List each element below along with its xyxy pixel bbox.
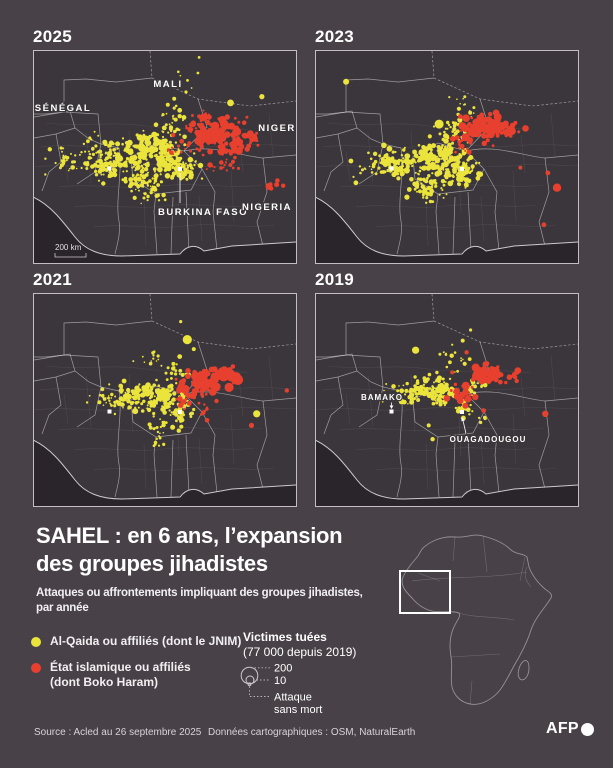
coastline — [34, 439, 296, 500]
legend-label: Al-Qaida ou affiliés (dont le JNIM) — [50, 634, 242, 648]
scale-bar — [54, 253, 87, 258]
year-label-2025: 2025 — [33, 27, 73, 46]
size-legend-title: Victimes tuées — [243, 630, 327, 644]
legend-label-line2: (dont Boko Haram) — [50, 675, 158, 689]
capital-city-marker — [178, 167, 182, 171]
yellow-attack-dots-layer — [343, 78, 484, 204]
map-panel-2023 — [315, 50, 579, 264]
red-attack-dots-layer — [166, 109, 286, 191]
capital-city-marker — [389, 409, 394, 414]
subtitle-line-2: par année — [36, 602, 89, 614]
size-legend-subtitle: (77 000 depuis 2019) — [243, 645, 357, 659]
size-circle-200 — [240, 666, 259, 685]
capital-city-marker — [460, 167, 464, 171]
afp-logo-text: AFP — [546, 720, 579, 737]
capital-city-marker — [107, 166, 112, 171]
capital-city-marker — [389, 166, 394, 171]
size-label-zero-1: Attaque — [274, 692, 312, 704]
country-borders — [316, 294, 578, 498]
africa-outline — [401, 534, 552, 705]
city-label-ouagadougou: OUAGADOUGOU — [450, 435, 527, 444]
year-label-2019: 2019 — [315, 270, 355, 289]
legend-item-alqaida: Al-Qaida ou affiliés (dont le JNIM) — [31, 634, 241, 649]
country-label-mali: MALI — [153, 79, 182, 90]
title-line-2: des groupes jihadistes — [36, 551, 268, 576]
map-panel-2019: BAMAKO OUAGADOUGOU — [315, 293, 579, 507]
page-subtitle: Attaques ou affrontements impliquant des… — [36, 586, 363, 616]
map-data-note: Données cartographiques : OSM, NaturalEa… — [208, 727, 416, 738]
red-attack-dots-layer — [174, 364, 289, 428]
map-2023 — [316, 51, 578, 263]
coastline — [316, 439, 578, 500]
coastline — [34, 196, 296, 257]
legend-item-etat-islamique: État islamique ou affiliés (dont Boko Ha… — [31, 660, 241, 690]
map-panel-2021 — [33, 293, 297, 507]
yellow-dot-icon — [31, 637, 41, 647]
map-panel-2025: MALI SÉNÉGAL NIGER BURKINA FASO NIGERIA 200 k… — [33, 50, 297, 264]
page-title: SAHEL : en 6 ans, l’expansion des groupe… — [36, 522, 343, 578]
size-legend-heading: Victimes tuées (77 000 depuis 2019) — [243, 630, 356, 660]
country-label-niger: NIGER — [258, 123, 296, 134]
madagascar-outline — [517, 660, 530, 681]
subtitle-line-1: Attaques ou affrontements impliquant des… — [36, 587, 363, 599]
size-value-200: 200 — [274, 663, 292, 675]
sahel-highlight-box — [399, 570, 451, 614]
annotation-arrow-line — [462, 420, 467, 434]
annotation-arrow-head — [461, 417, 465, 422]
annotation-arrow-head — [389, 405, 394, 409]
legend-label: État islamique ou affiliés — [50, 660, 191, 674]
source-note: Source : Acled au 26 septembre 2025 — [34, 727, 202, 738]
size-legend-scale: 200 10 Attaque sans mort — [240, 663, 322, 716]
red-attack-dots-layer — [449, 109, 562, 228]
yellow-attack-dots-layer — [85, 320, 261, 447]
scale-bar-label: 200 km — [55, 243, 82, 252]
capital-city-marker — [107, 409, 112, 414]
city-label-bamako: BAMAKO — [361, 393, 403, 402]
group-legend: Al-Qaida ou affiliés (dont le JNIM) État… — [31, 634, 241, 701]
afp-logo-circle-icon — [580, 722, 594, 736]
country-label-burkina-faso: BURKINA FASO — [158, 207, 248, 218]
map-2021 — [34, 294, 296, 506]
year-label-2023: 2023 — [315, 27, 355, 46]
country-label-s-n-gal: SÉNÉGAL — [35, 103, 91, 114]
size-value-10: 10 — [274, 675, 286, 687]
coastline — [316, 196, 578, 257]
africa-internal-borders — [411, 535, 532, 705]
country-label-nigeria: NIGERIA — [242, 202, 292, 213]
size-circle-zero — [247, 682, 252, 687]
leader-line-zero — [249, 686, 270, 697]
africa-locator-map — [399, 534, 552, 705]
size-label-zero-2: sans mort — [274, 704, 322, 716]
yellow-attack-dots-layer — [44, 56, 265, 205]
capital-city-marker — [178, 410, 182, 414]
red-dot-icon — [31, 663, 41, 673]
title-line-1: SAHEL : en 6 ans, l’expansion — [36, 523, 343, 548]
year-label-2021: 2021 — [33, 270, 73, 289]
afp-logo: AFP — [546, 720, 594, 738]
map-2019: BAMAKO OUAGADOUGOU — [316, 294, 578, 506]
red-attack-dots-layer — [443, 350, 549, 417]
capital-city-marker — [460, 410, 464, 414]
